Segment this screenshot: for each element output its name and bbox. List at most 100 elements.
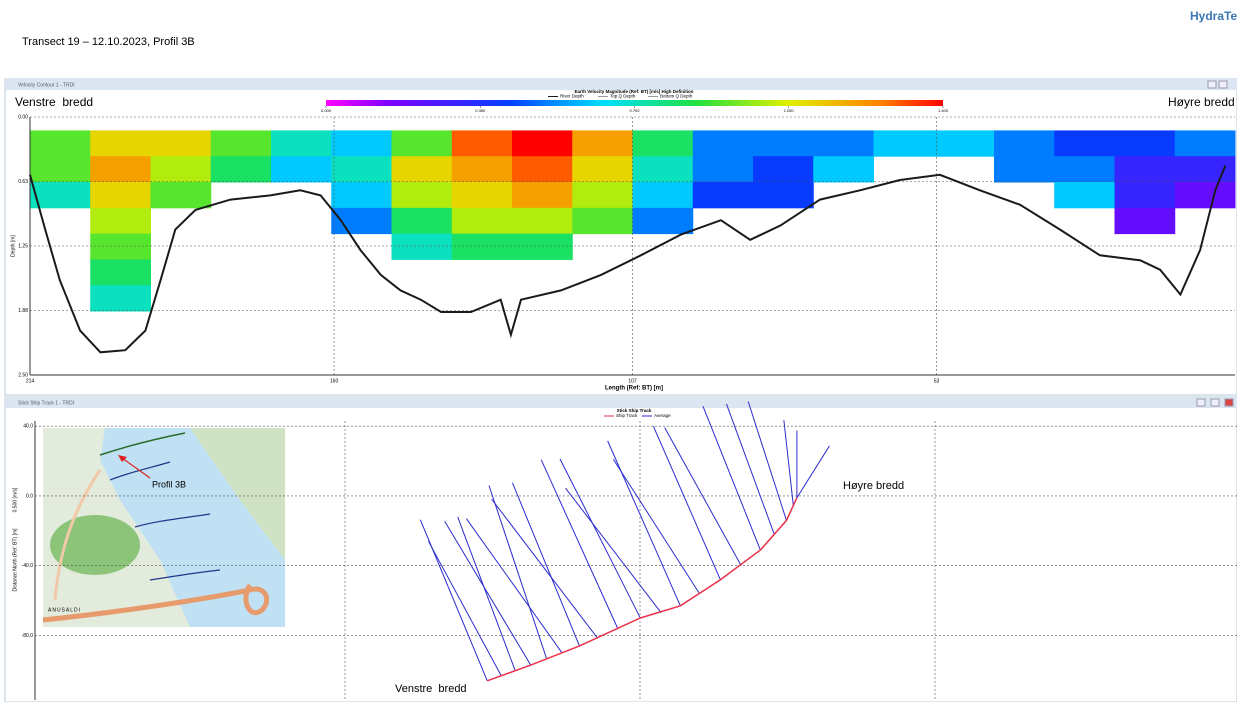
- legend-label: Ship Track: [616, 413, 638, 418]
- y-axis-label: Distance North (Ref: BT) [m]: [12, 528, 18, 592]
- y-tick-label: 40.0: [23, 424, 33, 430]
- velocity-cell: [1115, 130, 1176, 156]
- velocity-cell: [693, 130, 754, 156]
- close-button[interactable]: [1225, 399, 1233, 406]
- velocity-cell: [633, 182, 694, 208]
- window-button[interactable]: [1208, 81, 1216, 88]
- window-button[interactable]: [1211, 399, 1219, 406]
- velocity-cell: [1115, 208, 1176, 234]
- velocity-cell: [512, 208, 573, 234]
- y-axis-label: Depth [m]: [10, 235, 16, 257]
- x-tick-label: 53: [934, 378, 940, 384]
- velocity-cell: [392, 130, 453, 156]
- bank-label: Venstre bredd: [15, 95, 93, 109]
- window-button[interactable]: [1197, 399, 1205, 406]
- page: Transect 19 – 12.10.2023, Profil 3B Hydr…: [0, 0, 1237, 702]
- velocity-cell: [572, 130, 633, 156]
- velocity-cell: [753, 130, 814, 156]
- velocity-cell: [452, 234, 513, 260]
- velocity-cell: [90, 259, 151, 285]
- velocity-cell: [572, 208, 633, 234]
- window-title: Velocity Contour 1 - TRDI: [18, 82, 75, 88]
- velocity-cell: [211, 130, 272, 156]
- velocity-cell: [1175, 182, 1236, 208]
- velocity-cell: [512, 182, 573, 208]
- velocity-cell: [1175, 156, 1236, 182]
- slide-title: Transect 19 – 12.10.2023, Profil 3B: [22, 36, 195, 48]
- velocity-cell: [874, 130, 935, 156]
- legend-label: River Depth: [560, 94, 584, 99]
- colorbar: [326, 100, 943, 106]
- scale-label: 0.500 [m/s]: [12, 487, 18, 512]
- bank-label: Høyre bredd: [843, 480, 904, 492]
- map-label: ANUSALDI: [48, 607, 81, 613]
- title-bar: [5, 397, 1237, 408]
- velocity-cell: [572, 182, 633, 208]
- colorbar-tick-label: 1.050: [784, 108, 795, 113]
- y-tick-label: 1.88: [18, 308, 28, 314]
- velocity-cell: [90, 234, 151, 260]
- y-tick-label: -40.0: [22, 563, 34, 569]
- y-tick-label: -80.0: [22, 633, 34, 639]
- x-tick-label: 107: [628, 378, 637, 384]
- velocity-cell: [90, 285, 151, 311]
- legend-label: Average: [654, 413, 671, 418]
- velocity-cell: [331, 130, 392, 156]
- velocity-cell: [753, 156, 814, 182]
- x-axis-label: Length (Ref: BT) [m]: [605, 386, 663, 392]
- bank-label: Høyre bredd: [1168, 95, 1235, 109]
- y-tick-label: 0.00: [18, 114, 28, 120]
- velocity-cell: [151, 156, 212, 182]
- velocity-cell: [693, 182, 754, 208]
- velocity-cell: [1115, 182, 1176, 208]
- colorbar-tick-label: 0.350: [475, 108, 486, 113]
- colorbar-tick-label: 0.700: [629, 108, 640, 113]
- velocity-cell: [452, 182, 513, 208]
- velocity-cell: [452, 130, 513, 156]
- velocity-cell: [813, 156, 874, 182]
- window-title: Stick Ship Track 1 - TRDI: [18, 400, 74, 406]
- y-tick-label: 0.0: [26, 493, 33, 499]
- velocity-cell: [90, 156, 151, 182]
- velocity-cell: [572, 156, 633, 182]
- velocity-cell: [1175, 130, 1236, 156]
- velocity-cell: [994, 156, 1055, 182]
- logo: HydraTeam: [1190, 9, 1237, 23]
- velocity-cell: [693, 156, 754, 182]
- velocity-cell: [1115, 156, 1176, 182]
- map-label: Profil 3B: [152, 479, 186, 489]
- velocity-cell: [271, 130, 332, 156]
- velocity-cell: [512, 130, 573, 156]
- velocity-cell: [151, 130, 212, 156]
- velocity-cell: [1054, 130, 1115, 156]
- velocity-cell: [271, 156, 332, 182]
- colorbar-tick-label: 1.400: [938, 108, 949, 113]
- velocity-cell: [392, 156, 453, 182]
- velocity-cell: [633, 130, 694, 156]
- velocity-cell: [512, 156, 573, 182]
- velocity-cell: [633, 156, 694, 182]
- velocity-cell: [633, 208, 694, 234]
- y-tick-label: 1.25: [18, 243, 28, 249]
- contour-window: [5, 79, 1237, 395]
- map-inset: Profil 3B ANUSALDI: [43, 428, 285, 627]
- window-button[interactable]: [1219, 81, 1227, 88]
- velocity-cell: [813, 130, 874, 156]
- velocity-cell: [753, 182, 814, 208]
- legend-label: Bottom Q Depth: [660, 94, 693, 99]
- velocity-cell: [452, 208, 513, 234]
- bank-label: Venstre bredd: [395, 683, 467, 695]
- slide: Transect 19 – 12.10.2023, Profil 3B Hydr…: [0, 0, 1237, 702]
- velocity-cell: [934, 130, 995, 156]
- velocity-cell: [392, 182, 453, 208]
- velocity-cell: [30, 156, 91, 182]
- velocity-cell: [994, 130, 1055, 156]
- velocity-cell: [512, 234, 573, 260]
- x-tick-label: 160: [330, 378, 339, 384]
- x-tick-label: 214: [26, 378, 35, 384]
- velocity-cell: [452, 156, 513, 182]
- velocity-cell: [90, 208, 151, 234]
- velocity-cell: [30, 130, 91, 156]
- velocity-cell: [392, 208, 453, 234]
- velocity-cell: [151, 182, 212, 208]
